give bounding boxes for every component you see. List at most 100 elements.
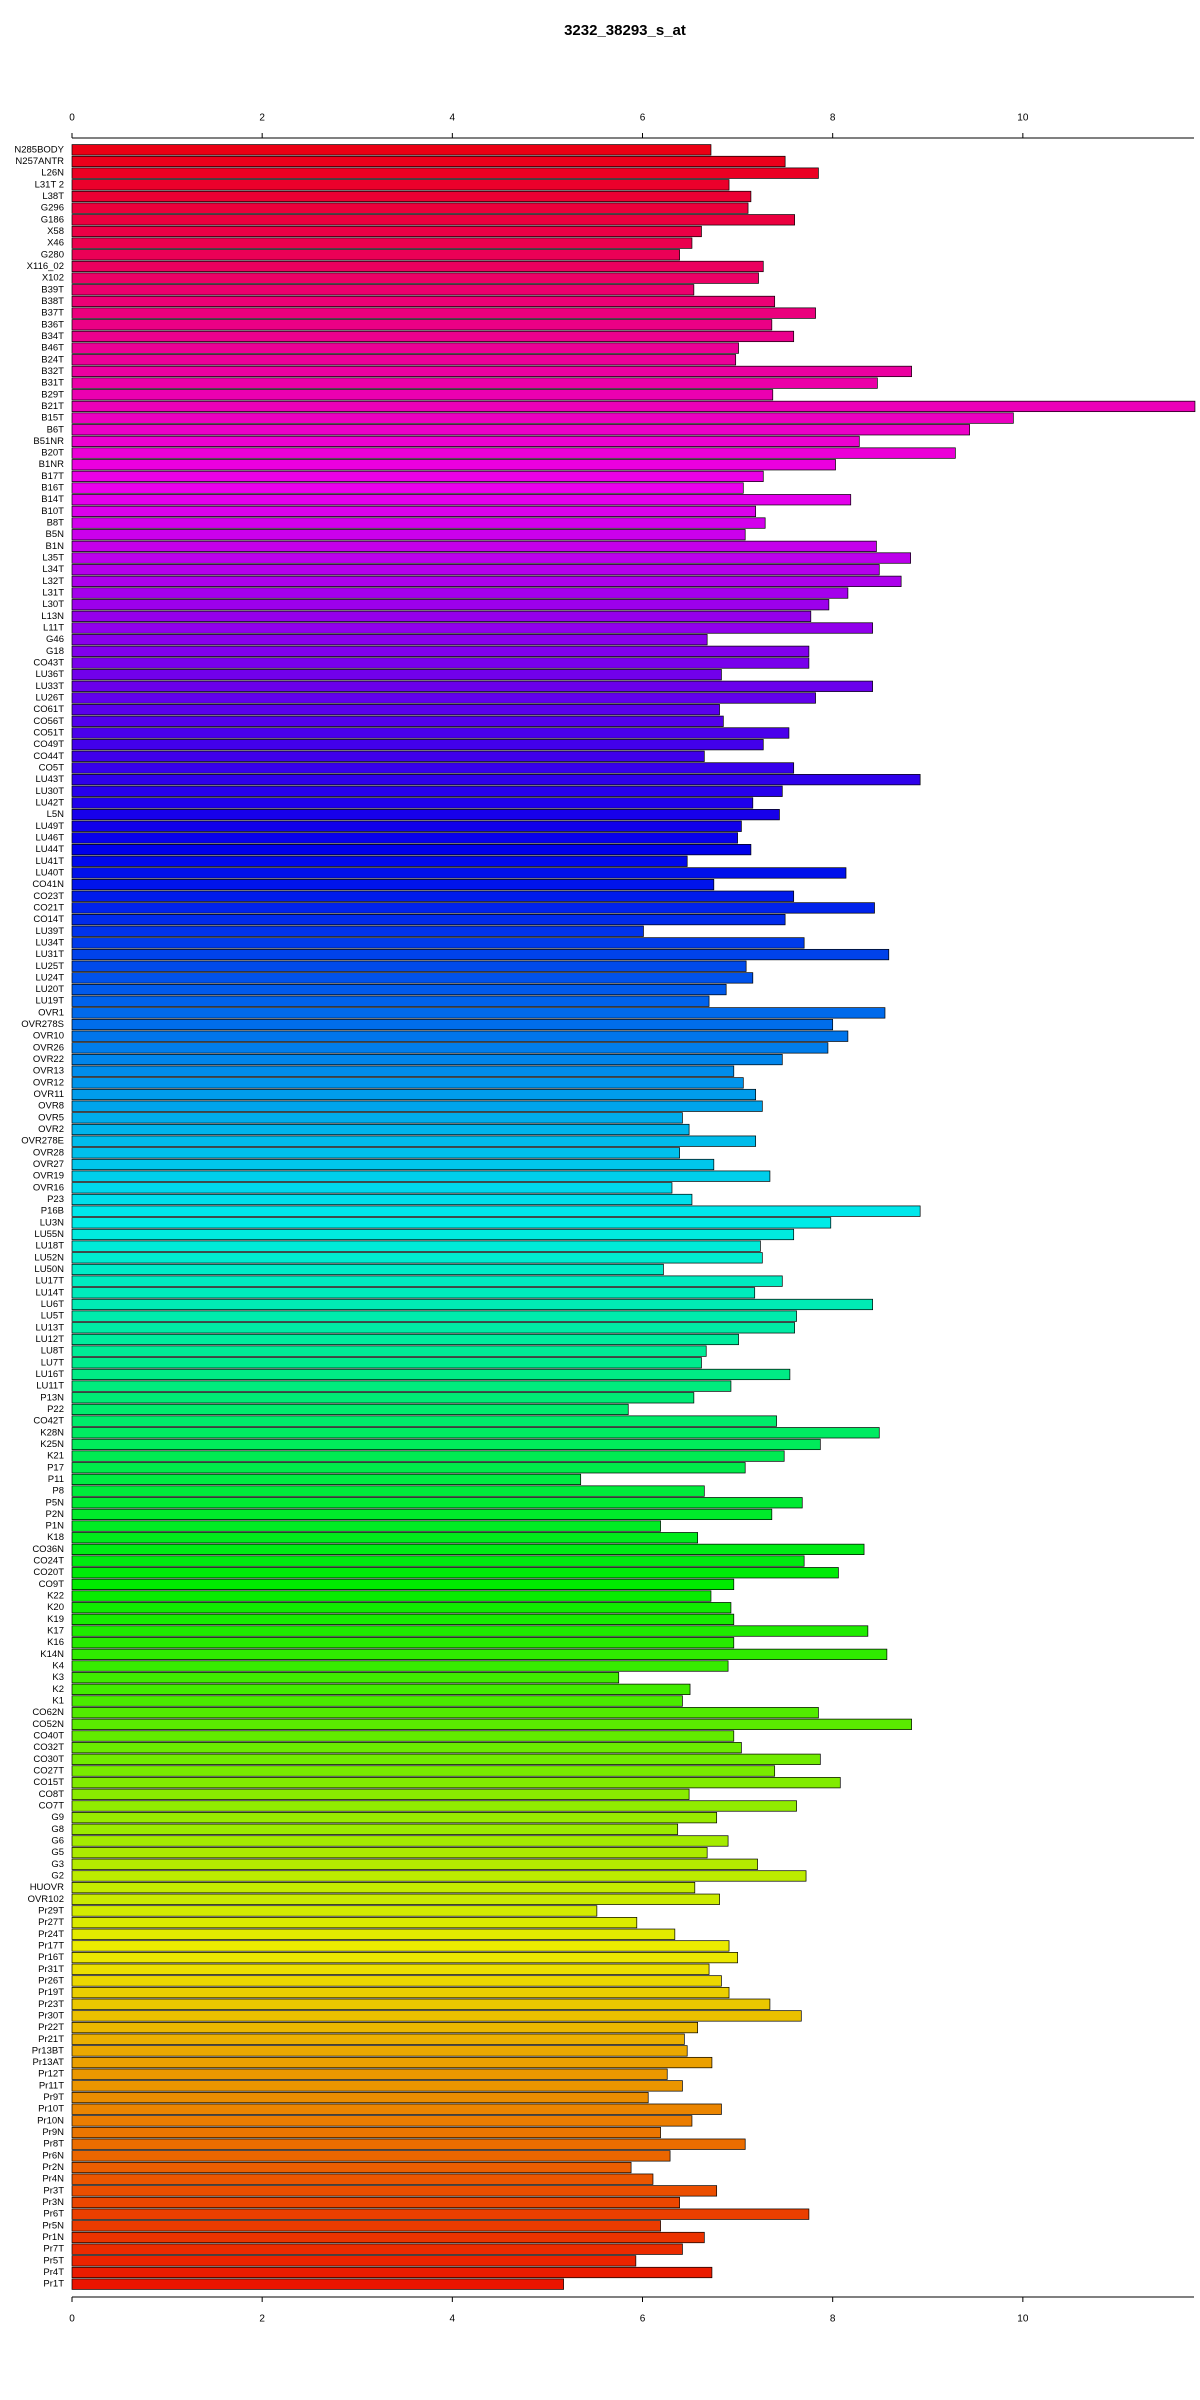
y-tick-label: Pr13AT (32, 2057, 64, 2068)
bar (71, 1485, 705, 1497)
bar (71, 809, 780, 821)
y-tick-label: LU46T (35, 832, 64, 843)
x-tick-label: 2 (259, 113, 265, 124)
x-tick-label: 8 (830, 2314, 836, 2325)
bar (71, 1695, 683, 1707)
bar (71, 1263, 664, 1276)
y-tick-label: P5N (46, 1497, 65, 1508)
bar (71, 249, 680, 261)
bar (71, 1858, 758, 1870)
y-tick-label: Pr7T (43, 2244, 64, 2255)
y-tick-label: OVR26 (33, 1042, 64, 1053)
bar (71, 1905, 598, 1917)
y-tick-label: L34T (42, 564, 64, 575)
y-tick-label: LU13T (35, 1322, 64, 1333)
y-tick-label: G2 (51, 1870, 64, 1881)
y-tick-label: P2N (46, 1509, 65, 1520)
bar (71, 1788, 690, 1800)
bar (71, 1042, 829, 1054)
bar (71, 762, 795, 774)
bar (71, 599, 830, 611)
y-tick-label: OVR2 (38, 1124, 64, 1135)
y-tick-label: OVR28 (33, 1147, 64, 1158)
y-tick-label: OVR10 (33, 1031, 64, 1042)
bar (71, 1240, 761, 1252)
bar (71, 1718, 912, 1730)
bar (71, 529, 746, 541)
bar (71, 342, 739, 354)
y-tick-label: CO51T (33, 727, 64, 738)
y-tick-label: K22 (47, 1591, 64, 1602)
y-tick-label: OVR102 (28, 1894, 64, 1905)
y-tick-label: B37T (41, 308, 64, 319)
bar (71, 1707, 819, 1719)
y-tick-label: CO15T (33, 1777, 64, 1788)
bar (71, 2010, 802, 2022)
bar (71, 424, 970, 436)
bar (71, 2045, 688, 2057)
bar (71, 1287, 756, 1299)
y-tick-label: LU49T (35, 821, 64, 832)
bar (71, 505, 757, 517)
y-tick-label: G296 (41, 203, 64, 214)
bar (71, 1835, 729, 1847)
bar (71, 645, 810, 657)
y-tick-label: OVR5 (38, 1112, 64, 1123)
bar (71, 1392, 695, 1404)
y-tick-label: OVR278E (21, 1136, 64, 1147)
bar (71, 272, 759, 284)
y-tick-label: X116_02 (27, 261, 64, 272)
y-tick-label: LU18T (35, 1241, 64, 1252)
y-tick-label: OVR27 (33, 1159, 64, 1170)
y-tick-label: B29T (41, 389, 64, 400)
y-tick-label: B14T (41, 494, 64, 505)
x-tick-label: 6 (640, 113, 646, 124)
y-tick-label: G3 (51, 1859, 64, 1870)
y-tick-label: CO20T (33, 1567, 64, 1578)
y-tick-label: Pr4N (42, 2174, 64, 2185)
bar (71, 1450, 785, 1462)
bar (71, 1998, 771, 2010)
y-tick-label: K18 (47, 1532, 64, 1543)
y-tick-label: Pr5N (42, 2220, 64, 2231)
y-tick-label: OVR11 (34, 1089, 64, 1100)
y-tick-label: G280 (41, 249, 64, 260)
bar (71, 1975, 722, 1987)
bar (71, 1380, 732, 1392)
bar (71, 995, 710, 1007)
bar (71, 1030, 849, 1042)
bar (71, 960, 747, 972)
y-tick-label: Pr21T (38, 2034, 64, 2045)
bar (71, 2220, 661, 2232)
bar (71, 1007, 886, 1019)
bar (71, 2278, 564, 2290)
y-tick-label: B1N (46, 541, 65, 552)
bar (71, 1963, 710, 1975)
bar (71, 1800, 797, 1812)
y-tick-label: Pr26T (38, 1975, 64, 1986)
y-tick-label: P13N (40, 1392, 64, 1403)
bar (71, 225, 702, 238)
y-tick-label: B38T (41, 296, 64, 307)
bar (71, 2126, 661, 2139)
y-tick-label: LU41T (35, 856, 64, 867)
y-tick-label: P23 (47, 1194, 64, 1205)
bar (71, 1182, 673, 1194)
bar (71, 2173, 654, 2185)
bar (71, 365, 912, 378)
bar (71, 1100, 763, 1112)
y-tick-label: Pr5T (43, 2255, 64, 2266)
y-tick-label: LU7T (41, 1357, 64, 1368)
y-tick-label: B36T (41, 319, 64, 330)
y-tick-label: OVR13 (33, 1066, 64, 1077)
bar (71, 844, 752, 856)
bar (71, 1497, 803, 1509)
y-tick-label: Pr8T (43, 2139, 64, 2150)
y-tick-label: OVR16 (33, 1182, 64, 1193)
y-tick-label: K20 (47, 1602, 64, 1613)
y-tick-label: Pr1T (43, 2279, 64, 2290)
y-tick-label: OVR22 (33, 1054, 64, 1065)
bar (71, 1823, 679, 1835)
y-tick-label: OVR12 (33, 1077, 64, 1088)
y-tick-label: LU40T (35, 867, 64, 878)
